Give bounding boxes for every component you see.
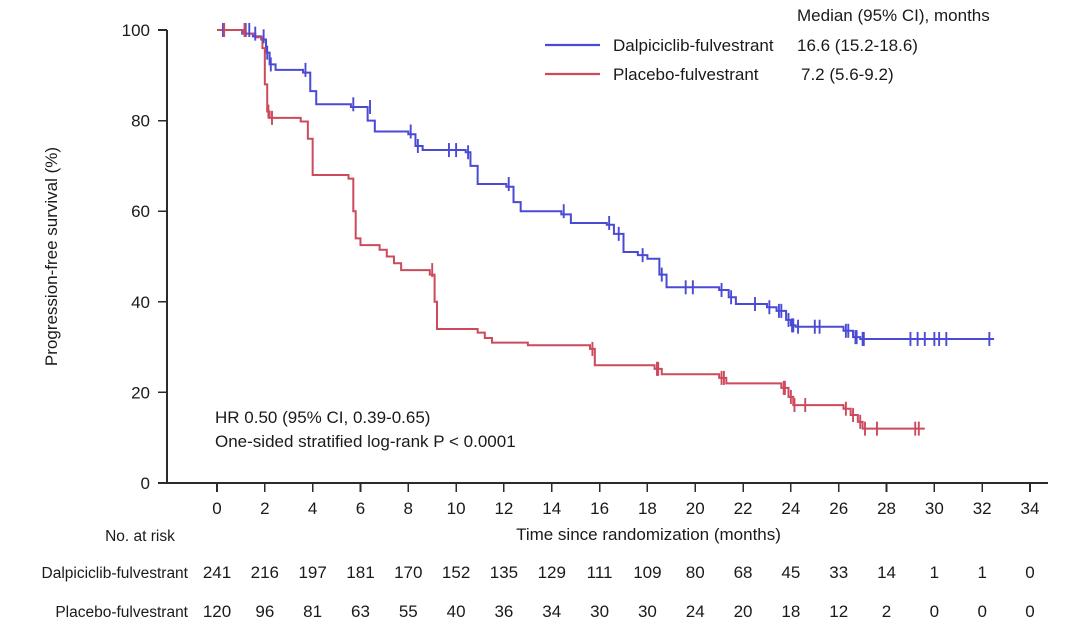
risk-value-cell: 1	[930, 563, 939, 582]
risk-value-cell: 170	[394, 563, 422, 582]
risk-value-cell: 129	[538, 563, 566, 582]
risk-value-cell: 152	[442, 563, 470, 582]
x-tick-label: 12	[494, 499, 513, 518]
risk-row-values-dalpiciclib: 241 216 197 181 170 152 135 129 111 109 80 68 45 33 14…	[203, 563, 1035, 582]
x-tick-label: 14	[542, 499, 561, 518]
x-tick-label: 34	[1021, 499, 1040, 518]
y-tick-label: 20	[131, 383, 150, 402]
y-axis-ticks: 0 20 40 60 80 100	[122, 21, 167, 493]
risk-value-cell: 109	[633, 563, 661, 582]
x-axis-ticks: 0 2 4 6 8 10 12 14 16 18 20 22 24 26 28 30 32 34	[212, 483, 1039, 518]
risk-value-cell: 45	[781, 563, 800, 582]
risk-value-cell: 68	[734, 563, 753, 582]
legend: Median (95% CI), months Dalpiciclib-fulv…	[545, 6, 990, 84]
risk-table-header: No. at risk	[105, 528, 175, 545]
risk-value-cell: 0	[1025, 602, 1034, 621]
x-tick-label: 20	[686, 499, 705, 518]
x-tick-label: 2	[260, 499, 269, 518]
y-tick-label: 0	[141, 474, 150, 493]
log-rank-p-text: One-sided stratified log-rank P < 0.0001	[215, 432, 516, 451]
risk-value-cell: 111	[587, 563, 613, 582]
risk-value-cell: 80	[686, 563, 705, 582]
km-curve-dalpiciclib	[217, 29, 995, 340]
risk-value-cell: 34	[542, 602, 561, 621]
risk-value-cell: 24	[686, 602, 705, 621]
risk-value-cell: 33	[829, 563, 848, 582]
censor-marks	[222, 23, 991, 436]
risk-value-cell: 14	[877, 563, 896, 582]
x-tick-label: 24	[781, 499, 800, 518]
x-tick-label: 6	[356, 499, 365, 518]
x-tick-label: 28	[877, 499, 896, 518]
x-tick-label: 4	[308, 499, 317, 518]
risk-value-cell: 96	[255, 602, 274, 621]
hazard-ratio-text: HR 0.50 (95% CI, 0.39-0.65)	[215, 408, 430, 427]
risk-value-cell: 0	[977, 602, 986, 621]
risk-value-cell: 18	[781, 602, 800, 621]
x-tick-label: 32	[973, 499, 992, 518]
risk-value-cell: 55	[399, 602, 418, 621]
risk-value-cell: 120	[203, 602, 231, 621]
risk-value-cell: 181	[346, 563, 374, 582]
y-tick-label: 40	[131, 293, 150, 312]
x-tick-label: 16	[590, 499, 609, 518]
risk-row-values-placebo: 120 96 81 63 55 40 36 34 30 30 24 20 18 12 2 0 0 0	[203, 602, 1035, 621]
risk-value-cell: 197	[298, 563, 326, 582]
x-tick-label: 26	[829, 499, 848, 518]
risk-row-label-dalpiciclib: Dalpiciclib-fulvestrant	[42, 565, 189, 582]
y-tick-label: 80	[131, 112, 150, 131]
risk-value-cell: 30	[590, 602, 609, 621]
legend-header: Median (95% CI), months	[797, 6, 990, 25]
risk-value-cell: 216	[251, 563, 279, 582]
legend-value-placebo: 7.2 (5.6-9.2)	[801, 65, 894, 84]
survival-curves	[217, 29, 995, 430]
y-axis-title: Progression-free survival (%)	[42, 147, 61, 366]
legend-value-dalpiciclib: 16.6 (15.2-18.6)	[797, 36, 918, 55]
y-tick-label: 60	[131, 202, 150, 221]
risk-value-cell: 30	[638, 602, 657, 621]
risk-value-cell: 241	[203, 563, 231, 582]
risk-value-cell: 20	[734, 602, 753, 621]
risk-table: No. at risk Dalpiciclib-fulvestrant Plac…	[42, 528, 1035, 621]
x-tick-label: 10	[447, 499, 466, 518]
km-curve-placebo	[217, 29, 925, 430]
x-tick-label: 30	[925, 499, 944, 518]
legend-label-dalpiciclib: Dalpiciclib-fulvestrant	[613, 36, 774, 55]
x-tick-label: 22	[734, 499, 753, 518]
y-tick-label: 100	[122, 21, 150, 40]
statistics-annotation: HR 0.50 (95% CI, 0.39-0.65) One-sided st…	[215, 408, 516, 451]
risk-value-cell: 0	[1025, 563, 1034, 582]
risk-value-cell: 63	[351, 602, 370, 621]
risk-value-cell: 36	[494, 602, 513, 621]
x-tick-label: 8	[404, 499, 413, 518]
risk-value-cell: 1	[977, 563, 986, 582]
risk-row-label-placebo: Placebo-fulvestrant	[55, 604, 188, 621]
risk-value-cell: 12	[829, 602, 848, 621]
x-tick-label: 18	[638, 499, 657, 518]
risk-value-cell: 81	[303, 602, 322, 621]
x-tick-label: 0	[212, 499, 221, 518]
risk-value-cell: 2	[882, 602, 891, 621]
legend-label-placebo: Placebo-fulvestrant	[613, 65, 759, 84]
x-axis-title: Time since randomization (months)	[516, 525, 781, 544]
risk-value-cell: 135	[490, 563, 518, 582]
risk-value-cell: 0	[930, 602, 939, 621]
risk-value-cell: 40	[447, 602, 466, 621]
